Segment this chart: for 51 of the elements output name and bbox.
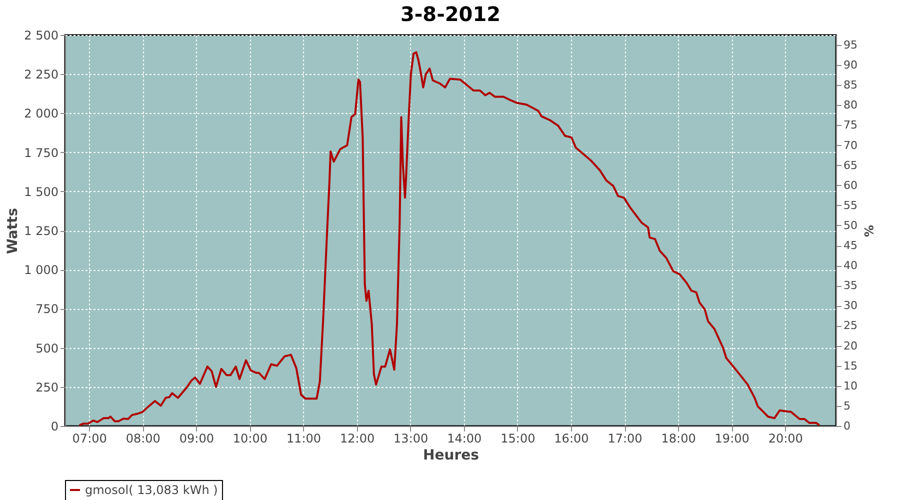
x-tick-label: 10:00 <box>232 432 268 446</box>
y2-tick-label: 80 <box>844 98 858 112</box>
y-tick-label: 2 500 <box>24 28 58 42</box>
y2-tick-label: 30 <box>844 299 858 312</box>
y-tick-label: 750 <box>36 302 58 316</box>
y2-tick-label: 70 <box>844 138 858 152</box>
x-tick-label: 19:00 <box>714 432 750 446</box>
x-tick-label: 14:00 <box>447 432 482 446</box>
line-series <box>78 51 820 426</box>
y2-axis-title: % <box>861 224 876 238</box>
y-tick-label: 2 000 <box>24 106 58 121</box>
y2-tick-label: 25 <box>844 319 858 332</box>
y-tick-label: 2 250 <box>24 68 58 82</box>
y2-tick-label: 40 <box>844 259 858 272</box>
y-tick-label: 500 <box>36 341 58 356</box>
x-tick-label: 20:00 <box>768 432 803 446</box>
y-axis-title: Watts <box>5 208 22 254</box>
y2-tick-label: 15 <box>844 359 858 372</box>
x-tick-label: 15:00 <box>500 432 536 446</box>
x-tick-label: 11:00 <box>286 432 322 446</box>
y2-tick-label: 0 <box>844 420 850 432</box>
y2-tick-label: 85 <box>844 78 858 92</box>
y-tick-label: 250 <box>36 380 58 394</box>
y2-tick-label: 45 <box>844 239 858 252</box>
y2-tick-label: 55 <box>844 198 858 212</box>
y-tick-label: 0 <box>50 420 58 434</box>
legend-label: gmosol( 13,083 kWh ) <box>85 483 218 497</box>
x-tick-label: 18:00 <box>661 432 696 446</box>
x-tick-label: 08:00 <box>126 432 160 446</box>
x-axis-title: Heures <box>423 448 479 464</box>
x-tick-label: 16:00 <box>554 432 589 446</box>
x-tick-label: 12:00 <box>340 432 375 446</box>
x-tick-label: 07:00 <box>72 432 107 446</box>
x-tick-label: 09:00 <box>179 432 214 446</box>
y2-tick-label: 75 <box>844 118 858 132</box>
y-tick-label: 1 750 <box>24 146 58 160</box>
x-tick-label: 13:00 <box>394 432 428 446</box>
y2-tick-label: 35 <box>844 279 858 292</box>
y-tick-label: 1 500 <box>24 184 58 199</box>
y-tick-label: 1 250 <box>24 224 58 238</box>
x-tick-label: 17:00 <box>608 432 642 446</box>
y2-tick-label: 95 <box>844 38 858 52</box>
y2-tick-label: 5 <box>844 399 850 412</box>
y2-tick-label: 50 <box>844 218 858 232</box>
y2-tick-label: 10 <box>844 379 858 392</box>
y2-tick-label: 65 <box>844 158 858 172</box>
chart-title: 3-8-2012 <box>400 2 501 26</box>
y2-tick-label: 20 <box>844 339 858 352</box>
y2-tick-label: 60 <box>844 178 858 192</box>
y2-tick-label: 90 <box>844 58 858 72</box>
y-tick-label: 1 000 <box>24 263 58 278</box>
